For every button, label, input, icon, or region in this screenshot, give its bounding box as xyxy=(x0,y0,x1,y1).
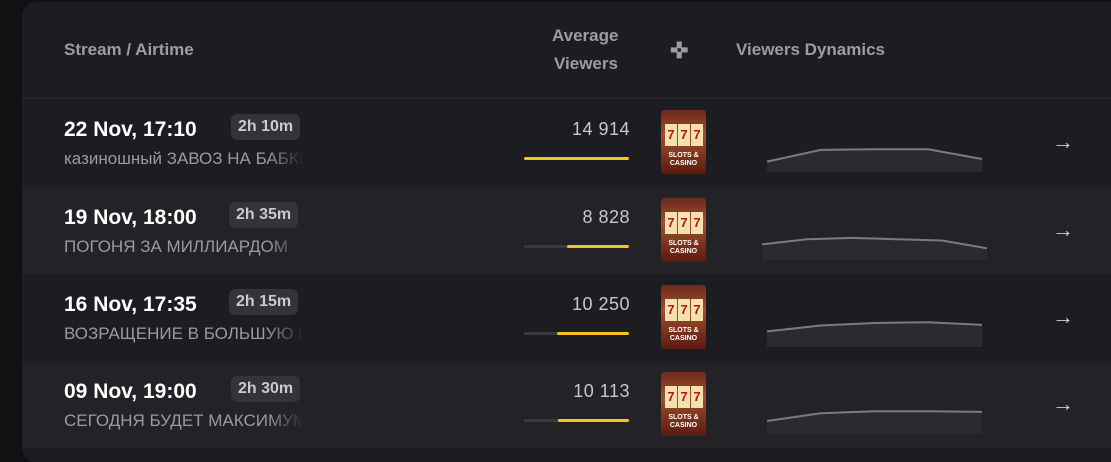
sparkline-line xyxy=(761,236,988,250)
stream-title: СЕГОДНЯ БУДЕТ МАКСИМУМ xyxy=(64,411,304,430)
sparkline-line xyxy=(766,148,983,163)
stream-date: 09 Nov, 19:00 xyxy=(64,380,197,403)
arrow-right-icon[interactable]: → xyxy=(1052,129,1074,154)
duration-badge: 2h 10m xyxy=(231,114,301,140)
avg-viewers: 8 828 xyxy=(582,207,630,227)
avg-viewers: 14 914 xyxy=(571,119,630,139)
gamepad-icon: ✜ xyxy=(670,38,689,63)
duration-badge: 2h 35m xyxy=(229,202,299,228)
column-stream[interactable]: Stream / Airtime xyxy=(64,40,194,59)
avg-viewers-bar xyxy=(524,245,629,248)
viewers-sparkline xyxy=(766,321,983,347)
arrow-right-icon[interactable]: → xyxy=(1052,217,1074,242)
avg-viewers: 10 113 xyxy=(573,381,630,401)
table-header: Stream / Airtime Average Viewers ✜ Viewe… xyxy=(22,2,1111,99)
stream-date: 16 Nov, 17:35 xyxy=(64,293,197,316)
viewers-sparkline xyxy=(761,236,988,260)
table-row[interactable]: 22 Nov, 17:10 2h 10m казиношный ЗАВОЗ НА… xyxy=(22,99,1111,186)
table-row[interactable]: 19 Nov, 18:00 2h 35m ПОГОНЯ ЗА МИЛЛИАРДО… xyxy=(22,187,1111,274)
game-label: SLOTS & CASINO xyxy=(668,414,699,429)
avg-viewers-bar xyxy=(524,332,629,335)
sparkline-area xyxy=(767,149,982,172)
sparkline-line xyxy=(766,410,983,422)
sparkline-line xyxy=(766,321,983,333)
duration-badge: 2h 15m xyxy=(229,289,299,315)
sparkline-area xyxy=(762,237,987,260)
avg-viewers-bar xyxy=(524,419,629,422)
sparkline-area xyxy=(767,411,982,434)
column-avg-viewers-line2[interactable]: Viewers xyxy=(554,54,618,73)
viewers-sparkline xyxy=(766,148,983,172)
column-dynamics: Viewers Dynamics xyxy=(736,40,885,59)
stream-title: ВОЗРАЩЕНИЕ В БОЛЬШУЮ ИГРУ xyxy=(64,324,304,343)
game-label: SLOTS & CASINO xyxy=(668,327,699,342)
avg-viewers-bar xyxy=(524,157,629,160)
stream-title: ПОГОНЯ ЗА МИЛЛИАРДОМ xyxy=(64,237,288,256)
table-row[interactable]: 09 Nov, 19:00 2h 30m СЕГОДНЯ БУДЕТ МАКСИ… xyxy=(22,361,1111,448)
stream-title: казиношный ЗАВОЗ НА БАБКИ xyxy=(64,149,304,168)
avg-viewers: 10 250 xyxy=(571,294,630,314)
viewers-sparkline xyxy=(766,410,983,434)
column-avg-viewers-line1[interactable]: Average xyxy=(552,26,619,45)
streams-table: Stream / Airtime Average Viewers ✜ Viewe… xyxy=(22,2,1111,462)
game-label: SLOTS & CASINO xyxy=(668,240,699,255)
duration-badge: 2h 30m xyxy=(231,376,301,402)
game-label: SLOTS & CASINO xyxy=(668,152,699,167)
arrow-right-icon[interactable]: → xyxy=(1052,304,1074,329)
arrow-right-icon[interactable]: → xyxy=(1052,391,1074,416)
stream-date: 22 Nov, 17:10 xyxy=(64,118,197,141)
table-row[interactable]: 16 Nov, 17:35 2h 15m ВОЗРАЩЕНИЕ В БОЛЬШУ… xyxy=(22,274,1111,361)
stream-date: 19 Nov, 18:00 xyxy=(64,206,197,229)
sparkline-area xyxy=(767,322,982,347)
